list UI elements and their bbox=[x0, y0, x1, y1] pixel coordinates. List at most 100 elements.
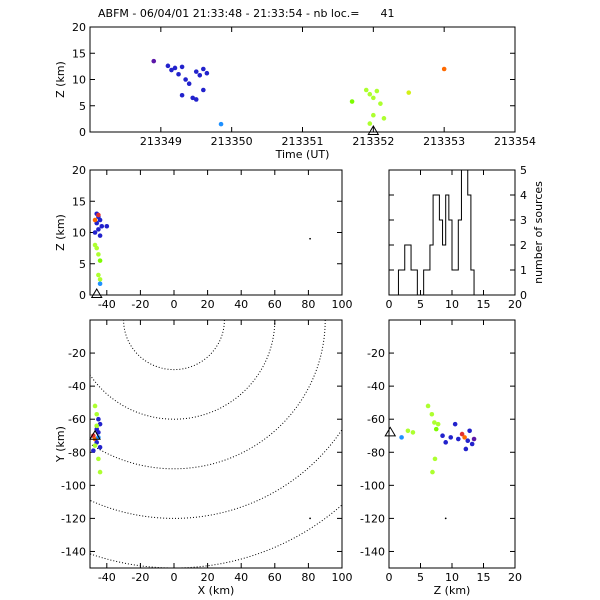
x-tick-label: 213353 bbox=[423, 135, 465, 148]
source-point bbox=[96, 456, 101, 462]
y-tick-label: 3 bbox=[520, 214, 527, 227]
x-tick-label: 0 bbox=[171, 571, 178, 584]
source-point bbox=[432, 456, 438, 462]
y-tick-label: -120 bbox=[61, 512, 86, 525]
y-tick-label: -140 bbox=[360, 545, 385, 558]
source-point bbox=[165, 63, 171, 69]
x-tick-label: -40 bbox=[98, 298, 116, 311]
y-tick-label: -40 bbox=[68, 380, 86, 393]
station-triangle-icon bbox=[384, 426, 397, 437]
x-tick-label: 60 bbox=[268, 298, 282, 311]
x-tick-label: 100 bbox=[332, 571, 353, 584]
source-point bbox=[463, 446, 469, 452]
y-tick-label: 4 bbox=[520, 189, 527, 202]
y-tick-label: -20 bbox=[68, 347, 86, 360]
y-tick-label: -60 bbox=[68, 413, 86, 426]
source-point bbox=[193, 69, 199, 74]
source-point bbox=[410, 430, 416, 435]
x-tick-label: 60 bbox=[268, 571, 282, 584]
source-point bbox=[97, 258, 103, 263]
source-point bbox=[193, 97, 199, 102]
x-tick-label: 0 bbox=[171, 298, 178, 311]
source-point bbox=[430, 469, 435, 475]
source-point bbox=[92, 403, 98, 409]
source-point bbox=[92, 443, 98, 448]
source-point bbox=[371, 95, 376, 101]
x-tick-label: 213351 bbox=[282, 135, 324, 148]
source-point bbox=[172, 65, 178, 71]
y-tick-label: 5 bbox=[520, 164, 527, 177]
x-tick-label: -20 bbox=[131, 298, 149, 311]
source-point bbox=[452, 421, 458, 427]
x-tick-label: 10 bbox=[445, 298, 459, 311]
y-tick-label: 15 bbox=[72, 47, 86, 60]
source-point bbox=[381, 116, 387, 121]
y-tick-label: -80 bbox=[68, 446, 86, 459]
x-tick-label: 40 bbox=[234, 571, 248, 584]
source-point bbox=[97, 233, 103, 238]
source-point bbox=[429, 411, 435, 417]
source-point bbox=[444, 517, 447, 520]
source-point bbox=[467, 428, 472, 434]
source-point bbox=[465, 438, 471, 443]
source-point bbox=[374, 88, 380, 94]
source-point bbox=[462, 435, 467, 440]
range-ring bbox=[90, 320, 276, 420]
source-point bbox=[456, 436, 461, 442]
source-point bbox=[378, 101, 383, 106]
source-point bbox=[179, 92, 185, 98]
source-point bbox=[99, 223, 105, 229]
source-point bbox=[425, 403, 431, 409]
source-point bbox=[176, 71, 181, 77]
histogram-steps bbox=[389, 169, 515, 296]
source-point bbox=[169, 67, 174, 73]
x-tick-label: 213349 bbox=[140, 135, 182, 148]
y-tick-label: 15 bbox=[72, 195, 86, 208]
x-tick-label: 213350 bbox=[211, 135, 253, 148]
source-point bbox=[469, 441, 475, 447]
y-tick-label: -20 bbox=[367, 347, 385, 360]
source-point bbox=[459, 431, 465, 437]
source-point bbox=[471, 436, 477, 442]
station-triangle-icon bbox=[90, 288, 103, 298]
y-tick-label: -140 bbox=[61, 545, 86, 558]
y-tick-label: 1 bbox=[520, 264, 527, 277]
source-point bbox=[349, 99, 355, 104]
y-axis-label: Y (km) bbox=[54, 426, 67, 463]
y-axis-label: number of sources bbox=[532, 181, 545, 284]
source-point bbox=[201, 66, 206, 72]
station-triangle-icon bbox=[89, 429, 101, 440]
source-point bbox=[94, 423, 100, 429]
source-point bbox=[309, 517, 311, 520]
source-point bbox=[94, 411, 100, 417]
source-point bbox=[96, 212, 101, 218]
source-point bbox=[363, 87, 369, 93]
figure-title: ABFM - 06/04/01 21:33:48 - 21:33:54 - nb… bbox=[98, 7, 394, 20]
source-point bbox=[96, 227, 101, 232]
x-axis-label: X (km) bbox=[198, 584, 235, 597]
source-point bbox=[309, 237, 311, 240]
x-tick-label: 213354 bbox=[494, 135, 536, 148]
x-tick-label: 100 bbox=[332, 298, 353, 311]
source-point bbox=[183, 77, 188, 82]
source-point bbox=[371, 112, 376, 118]
y-tick-label: -100 bbox=[360, 479, 385, 492]
panel-time-height: 213349 213350 213351 213352 213353 213354 0 5 10… bbox=[54, 21, 536, 161]
x-tick-label: 0 bbox=[386, 571, 393, 584]
source-point bbox=[204, 70, 210, 76]
plot-frame bbox=[89, 319, 343, 569]
x-tick-label: 0 bbox=[386, 298, 393, 311]
source-point bbox=[218, 121, 224, 127]
source-point bbox=[441, 66, 447, 72]
x-axis-label: Z (km) bbox=[434, 584, 471, 597]
source-point bbox=[443, 440, 449, 445]
source-point bbox=[94, 245, 100, 251]
source-point bbox=[367, 121, 373, 126]
source-point bbox=[97, 277, 103, 282]
source-point bbox=[186, 81, 192, 86]
x-tick-label: -40 bbox=[98, 571, 116, 584]
source-point bbox=[405, 428, 411, 434]
source-point bbox=[448, 435, 454, 440]
